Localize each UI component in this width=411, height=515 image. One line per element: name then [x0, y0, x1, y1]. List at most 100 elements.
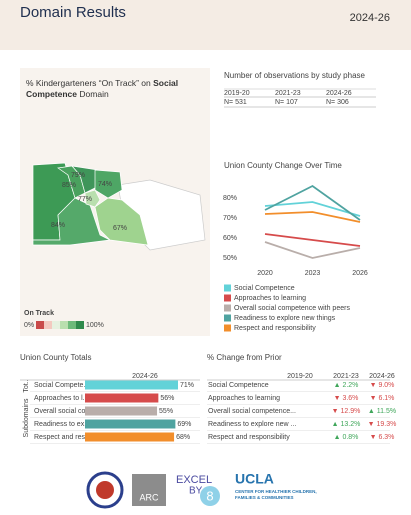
logo-text: EXCEL — [176, 474, 212, 486]
series-line — [264, 241, 361, 259]
swatch — [36, 321, 44, 329]
y-tick-label: 60% — [223, 235, 237, 242]
row-label: Respect and res.. — [34, 434, 89, 441]
period: 2024-26 — [350, 12, 390, 24]
change-row-label: Approaches to learning — [208, 395, 280, 402]
map-label: 67% — [113, 225, 127, 232]
change-row-label: Respect and responsibility — [208, 434, 290, 441]
obs-value: N= 531 — [224, 99, 247, 106]
gradient — [36, 321, 84, 329]
change-column: 2024-26 — [369, 373, 395, 380]
line-title: Union County Change Over Time — [224, 161, 342, 170]
y-tick-label: 80% — [223, 195, 237, 202]
map-title-text: % Kindergarteners “On Track” on — [26, 78, 151, 88]
legend-title: On Track — [24, 310, 54, 317]
logos: ARC EXCEL BY 8 UCLA CENTER FOR HEALTHIER… — [86, 471, 317, 509]
row-label: Overall social co.. — [34, 408, 89, 415]
map: 79% 85% 74% 77% 84% 67% — [32, 162, 206, 251]
bar-label: 68% — [176, 434, 190, 441]
change-value: ▲ 11.5% — [368, 408, 396, 415]
change-value: ▼ 19.3% — [368, 421, 397, 428]
change-value: ▼ 12.9% — [332, 408, 361, 415]
logo-seal — [96, 481, 114, 499]
legend-swatch — [224, 314, 231, 322]
x-tick-label: 2023 — [305, 270, 321, 277]
logo-text: BY — [189, 486, 203, 497]
bar-column: 2024-26 — [132, 373, 158, 380]
change-value: ▼ 6.3% — [370, 434, 395, 441]
legend-swatch — [224, 304, 231, 312]
bar — [85, 380, 178, 390]
legend-label: Overall social competence with peers — [234, 305, 350, 312]
map-label: 79% — [71, 172, 85, 179]
row-label: Social Compete.. — [34, 382, 87, 389]
map-region — [71, 165, 99, 194]
page-title: Domain Results — [20, 4, 126, 21]
group-label: Subdomains — [23, 398, 30, 437]
logo-text: FAMILIES & COMMUNITIES — [235, 495, 294, 500]
series-line — [264, 184, 361, 221]
bar — [85, 419, 176, 429]
legend-swatch — [224, 294, 231, 302]
logo-text: CENTER FOR HEALTHIER CHILDREN, — [235, 489, 317, 494]
change-value: ▲ 0.8% — [334, 434, 359, 441]
row-label: Readiness to ex.. — [34, 421, 88, 428]
y-tick-label: 70% — [223, 215, 237, 222]
group-label: Tot.. — [23, 379, 30, 392]
change-value: ▲ 2.2% — [334, 382, 359, 389]
series-line — [264, 211, 361, 223]
map-region — [94, 169, 123, 199]
change-row-label: Readiness to explore new ... — [208, 421, 296, 428]
change-title: % Change from Prior — [207, 353, 282, 362]
map-label: 74% — [98, 181, 112, 188]
series-line — [264, 233, 361, 247]
bar — [85, 393, 159, 403]
x-tick-label: 2026 — [352, 270, 368, 277]
map-region — [32, 197, 112, 246]
x-tick-label: 2020 — [257, 270, 273, 277]
logo-text: 8 — [206, 488, 213, 503]
map-label: 84% — [51, 222, 65, 229]
bar-label: 55% — [159, 408, 173, 415]
y-tick-label: 50% — [223, 255, 237, 262]
map-region — [94, 197, 149, 246]
swatch — [68, 321, 76, 329]
change-value: ▼ 9.0% — [370, 382, 395, 389]
change-row-label: Overall social competence... — [208, 408, 296, 415]
obs-value: N= 306 — [326, 99, 349, 106]
swatch — [52, 321, 60, 329]
legend-label: Readiness to explore new things — [234, 315, 336, 322]
bar-label: 69% — [177, 421, 191, 428]
logo-text: ARC — [139, 492, 159, 502]
legend-label: Social Competence — [234, 285, 295, 292]
legend-label: Approaches to learning — [234, 295, 306, 302]
bar — [85, 432, 175, 442]
bar-label: 56% — [160, 395, 174, 402]
legend-swatch — [224, 284, 231, 292]
map-title-text: Domain — [79, 89, 109, 99]
obs-column: 2024-26 — [326, 90, 352, 97]
map-title-bold: Social Competence — [26, 78, 179, 99]
change-value: ▲ 13.2% — [332, 421, 361, 428]
map-label: 77% — [78, 196, 92, 203]
obs-title: Number of observations by study phase — [224, 71, 366, 80]
obs-value: N= 107 — [275, 99, 298, 106]
logo-text: UCLA — [235, 471, 274, 487]
row-label: Approaches to l.. — [34, 395, 87, 402]
logo-excel — [200, 486, 220, 506]
series-line — [264, 201, 361, 217]
swatch — [44, 321, 52, 329]
bar-label: 71% — [180, 382, 194, 389]
swatch — [76, 321, 84, 329]
legend-min: 0% — [24, 322, 34, 329]
change-row-label: Social Competence — [208, 382, 269, 389]
legend-swatch — [224, 324, 231, 332]
bar — [85, 406, 158, 416]
swatch — [60, 321, 68, 329]
map-region — [84, 189, 101, 208]
map-label: 85% — [62, 182, 76, 189]
obs-column: 2019-20 — [224, 90, 250, 97]
map-title: % Kindergarteners “On Track” on Social C… — [26, 78, 196, 100]
